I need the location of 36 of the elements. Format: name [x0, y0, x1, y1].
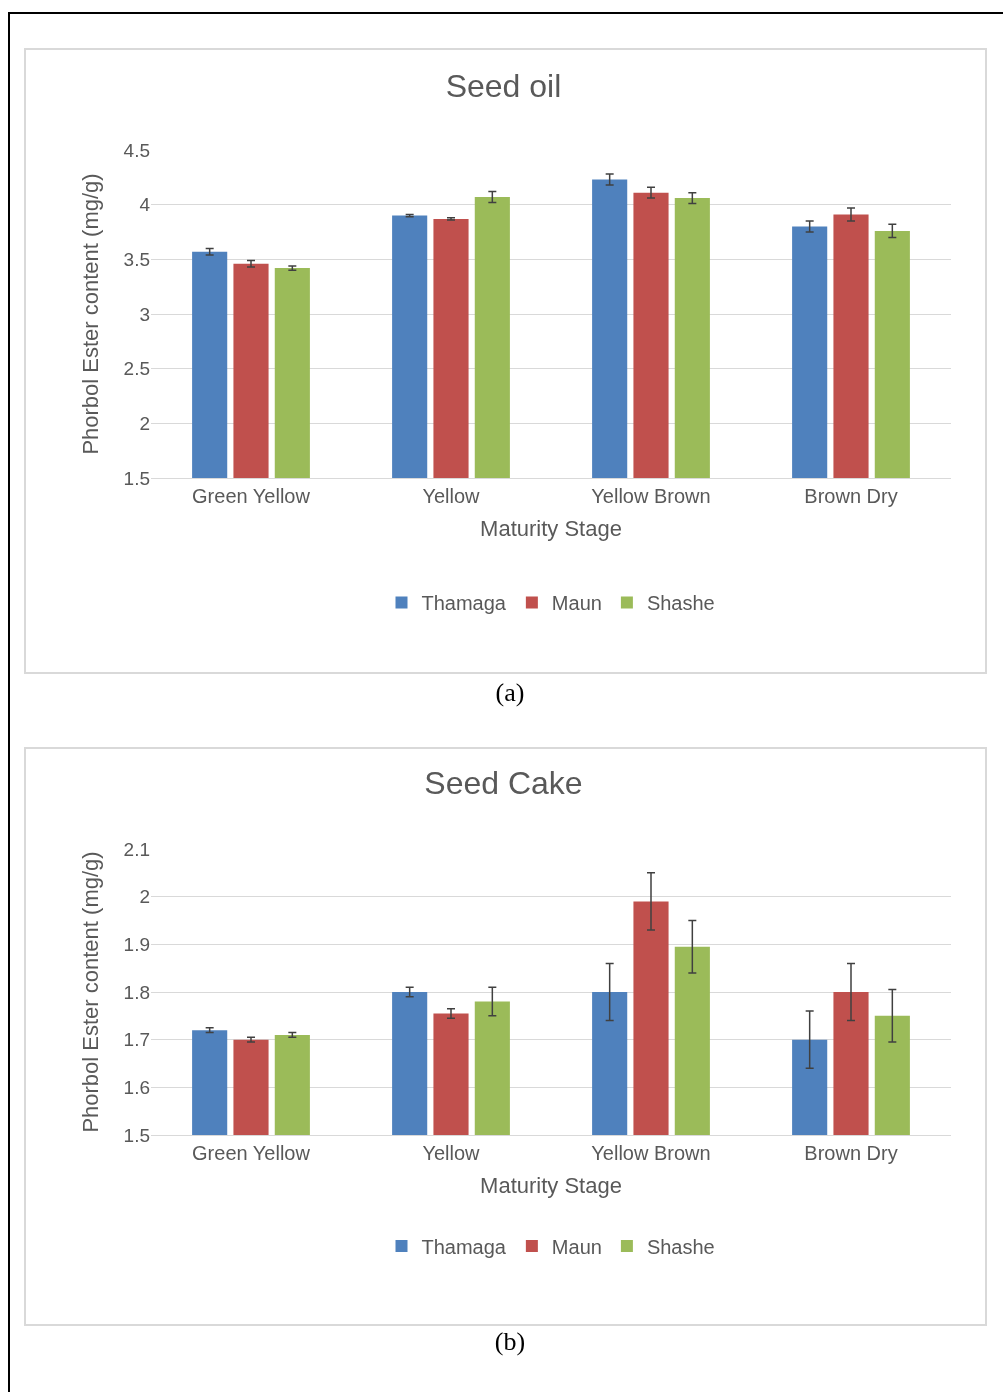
- y-tick-label: 1.5: [123, 1124, 150, 1146]
- x-tick-label: Yellow: [422, 1142, 481, 1164]
- legend-label: Shashe: [646, 1235, 715, 1258]
- x-axis-title: Maturity Stage: [480, 1172, 622, 1198]
- y-tick-label: 2.1: [123, 838, 150, 860]
- legend-label: Thamaga: [421, 1235, 507, 1258]
- legend-label: Maun: [551, 1235, 602, 1258]
- y-tick-label: 2: [139, 886, 150, 908]
- chart-title: Seed oil: [445, 68, 562, 105]
- text: (a): [494, 678, 526, 708]
- x-tick-label: Brown Dry: [804, 1142, 898, 1164]
- y-tick-label: 4: [139, 194, 151, 216]
- y-tick-label: 1.9: [123, 933, 150, 955]
- y-tick-label: 3.5: [123, 248, 150, 270]
- x-tick-label: Yellow: [422, 485, 481, 507]
- y-tick-label: 2.5: [123, 358, 150, 380]
- y-tick-label: 1.5: [123, 467, 150, 489]
- y-tick-label: 1.8: [123, 981, 150, 1003]
- text: (b): [493, 1327, 527, 1357]
- x-axis-title: Maturity Stage: [480, 515, 622, 541]
- y-tick-label: 1.6: [123, 1076, 150, 1098]
- chart-title: Seed Cake: [424, 765, 583, 802]
- y-tick-label: 3: [139, 303, 150, 325]
- x-tick-label: Brown Dry: [804, 485, 898, 507]
- y-tick-label: 1.7: [123, 1029, 150, 1051]
- y-tick-label: 4.5: [123, 139, 150, 161]
- legend-label: Thamaga: [421, 592, 507, 615]
- legend-label: Maun: [551, 592, 602, 615]
- x-tick-label: Green Yellow: [192, 1142, 311, 1164]
- x-tick-label: Yellow Brown: [591, 1142, 711, 1164]
- legend-label: Shashe: [646, 592, 715, 615]
- x-tick-label: Green Yellow: [192, 485, 311, 507]
- y-axis-title: Phorbol Ester content (mg/g): [78, 173, 104, 455]
- y-axis-title: Phorbol Ester content (mg/g): [78, 851, 104, 1133]
- y-tick-label: 2: [139, 412, 150, 434]
- x-tick-label: Yellow Brown: [591, 485, 711, 507]
